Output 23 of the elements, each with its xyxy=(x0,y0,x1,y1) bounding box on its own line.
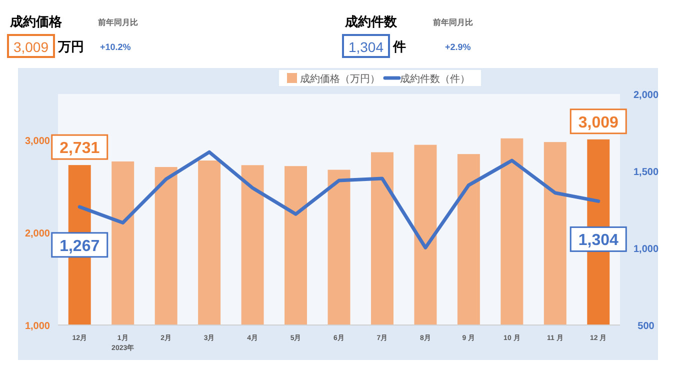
y-tick-label: 3,000 xyxy=(24,136,50,148)
data-label: 3,009 xyxy=(578,114,618,132)
text: 成約価格 xyxy=(9,14,63,29)
text: 件 xyxy=(392,39,406,54)
y2-tick-label: 1,500 xyxy=(633,167,659,178)
text: 3,009 xyxy=(13,39,49,55)
text: 1,304 xyxy=(348,39,384,55)
legend-label: 成約件数（件） xyxy=(400,73,470,85)
y2-tick-label: 500 xyxy=(638,321,655,332)
y-tick-label: 2,000 xyxy=(24,228,50,240)
text: 万円 xyxy=(57,39,84,54)
text: +10.2% xyxy=(100,42,131,52)
y-tick-label: 1,000 xyxy=(24,321,50,332)
data-label: 2,731 xyxy=(60,140,100,158)
y2-tick-label: 1,000 xyxy=(633,244,659,255)
legend-label: 成約価格（万円） xyxy=(300,73,380,85)
text: 前年同月比 xyxy=(432,18,473,27)
data-label: 1,267 xyxy=(60,238,100,255)
text: 成約件数 xyxy=(344,14,398,29)
text: +2.9% xyxy=(445,42,471,52)
data-label: 1,304 xyxy=(578,232,618,250)
y2-tick-label: 2,000 xyxy=(633,90,659,101)
text: 前年同月比 xyxy=(97,18,138,27)
